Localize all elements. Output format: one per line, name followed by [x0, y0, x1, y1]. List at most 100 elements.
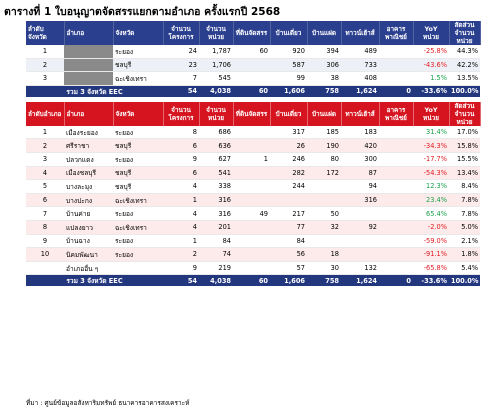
projects-cell: 4	[163, 179, 199, 194]
share-cell: 15.5%	[449, 152, 480, 167]
province-cell: ฉะเชิงเทรา	[113, 220, 163, 235]
yoy-cell: -43.6%	[413, 58, 449, 73]
table-row: 2 ศรีราชา ชลบุรี 6 636 26 190 420 -34.3% 15.8%	[26, 138, 480, 153]
district-cell: เมืองระยอง	[64, 125, 113, 140]
shophouse-cell	[379, 71, 413, 86]
yoy-cell: -2.0%	[413, 220, 449, 235]
projects-cell: 24	[163, 45, 199, 59]
row-number: 8	[26, 220, 64, 235]
row-number: 2	[26, 58, 64, 73]
land-cell	[233, 71, 270, 86]
district-table-header: ลำดับอำเภอ อำเภอ จังหวัด จำนวนโครงการ จำนวนห…	[26, 101, 481, 126]
single-house-cell: 317	[270, 125, 307, 140]
header-cell: อาคารพาณิชย์	[379, 21, 414, 45]
shophouse-cell	[379, 193, 413, 208]
header-cell: อำเภอ	[64, 21, 114, 45]
units-cell: 338	[199, 179, 233, 194]
units-cell: 201	[199, 220, 233, 235]
total-town: 1,624	[341, 274, 379, 287]
twin-house-cell: 38	[307, 71, 341, 86]
province-cell: ชลบุรี	[113, 58, 163, 73]
units-cell: 74	[199, 247, 233, 262]
header-cell: YoY หน่วย	[413, 21, 450, 45]
land-cell	[233, 125, 270, 140]
shophouse-cell	[379, 152, 413, 167]
total-twin: 758	[307, 85, 341, 97]
district-cell: ปลวกแดง	[64, 152, 113, 167]
projects-cell: 4	[163, 206, 199, 221]
land-cell	[233, 166, 270, 181]
total-land: 60	[233, 274, 270, 287]
header-cell: บ้านแฝด	[307, 101, 342, 126]
table-row: 10 นิคมพัฒนา ระยอง 2 74 56 18 -91.1% 1.8%	[26, 247, 480, 262]
share-cell: 8.4%	[449, 179, 480, 194]
total-projects: 54	[163, 274, 199, 287]
total-shop: 0	[379, 274, 413, 287]
province-cell: ระยอง	[113, 125, 163, 140]
townhouse-cell	[341, 234, 379, 249]
district-cell: นิคมพัฒนา	[64, 247, 113, 262]
header-cell: ที่ดินจัดสรร	[233, 21, 271, 45]
header-cell: จำนวนหน่วย	[199, 21, 234, 45]
projects-cell: 8	[163, 125, 199, 140]
header-cell: ทาวน์เฮ้าส์	[341, 101, 380, 126]
projects-cell: 9	[163, 261, 199, 276]
header-cell: จังหวัด	[113, 21, 164, 45]
share-cell: 13.5%	[449, 71, 480, 86]
row-number: 1	[26, 125, 64, 140]
townhouse-cell: 94	[341, 179, 379, 194]
yoy-cell: 12.3%	[413, 179, 449, 194]
province-cell: ระยอง	[113, 206, 163, 221]
twin-house-cell: 185	[307, 125, 341, 140]
single-house-cell: 244	[270, 179, 307, 194]
district-cell: อำเภออื่น ๆ	[64, 261, 113, 276]
row-number	[26, 261, 64, 276]
projects-cell: 6	[163, 138, 199, 153]
yoy-cell: 31.4%	[413, 125, 449, 140]
total-share: 100.0%	[449, 274, 480, 287]
row-number: 9	[26, 234, 64, 249]
total-yoy: -33.6%	[413, 85, 449, 97]
permit-table: ลำดับจังหวัด อำเภอ จังหวัด จำนวนโครงการ จำนว…	[26, 21, 481, 287]
district-cell	[64, 45, 113, 59]
yoy-cell: -25.8%	[413, 45, 449, 59]
single-house-cell: 26	[270, 138, 307, 153]
shophouse-cell	[379, 138, 413, 153]
share-cell: 44.3%	[449, 45, 480, 59]
land-cell: 60	[233, 45, 270, 59]
yoy-cell: 23.4%	[413, 193, 449, 208]
single-house-cell	[270, 193, 307, 208]
province-cell: ระยอง	[113, 45, 163, 59]
projects-cell: 9	[163, 152, 199, 167]
table-row: 9 บ้านฉาง ระยอง 1 84 84 -59.0% 2.1%	[26, 234, 480, 249]
header-cell: ทาวน์เฮ้าส์	[341, 21, 380, 45]
yoy-cell: -17.7%	[413, 152, 449, 167]
projects-cell: 1	[163, 234, 199, 249]
province-total-row: รวม 3 จังหวัด EEC 54 4,038 60 1,606 758 …	[26, 85, 480, 97]
total-town: 1,624	[341, 85, 379, 97]
district-total-row: รวม 3 จังหวัด EEC 54 4,038 60 1,606 758 …	[26, 274, 480, 287]
land-cell	[233, 58, 270, 73]
single-house-cell: 246	[270, 152, 307, 167]
district-cell: เมืองชลบุรี	[64, 166, 113, 181]
district-rows: 1 เมืองระยอง ระยอง 8 686 317 185 183 31.4% 17.0% 2…	[26, 125, 480, 276]
total-units: 4,038	[199, 85, 233, 97]
units-cell: 84	[199, 234, 233, 249]
header-cell: จำนวนหน่วย	[199, 101, 234, 126]
twin-house-cell: 50	[307, 206, 341, 221]
shophouse-cell	[379, 220, 413, 235]
townhouse-cell	[341, 206, 379, 221]
page-title: ตารางที่ 1 ใบอนุญาตจัดสรรแยกตามอำเภอ ครั…	[4, 6, 281, 18]
row-number: 3	[26, 152, 64, 167]
total-yoy: -33.6%	[413, 274, 449, 287]
header-cell: จำนวนโครงการ	[163, 21, 200, 45]
share-cell: 1.8%	[449, 247, 480, 262]
single-house-cell: 920	[270, 45, 307, 59]
twin-house-cell	[307, 179, 341, 194]
twin-house-cell: 190	[307, 138, 341, 153]
land-cell: 1	[233, 152, 270, 167]
header-cell: อำเภอ	[64, 101, 114, 126]
province-cell: ฉะเชิงเทรา	[113, 71, 163, 86]
projects-cell: 1	[163, 193, 199, 208]
total-units: 4,038	[199, 274, 233, 287]
